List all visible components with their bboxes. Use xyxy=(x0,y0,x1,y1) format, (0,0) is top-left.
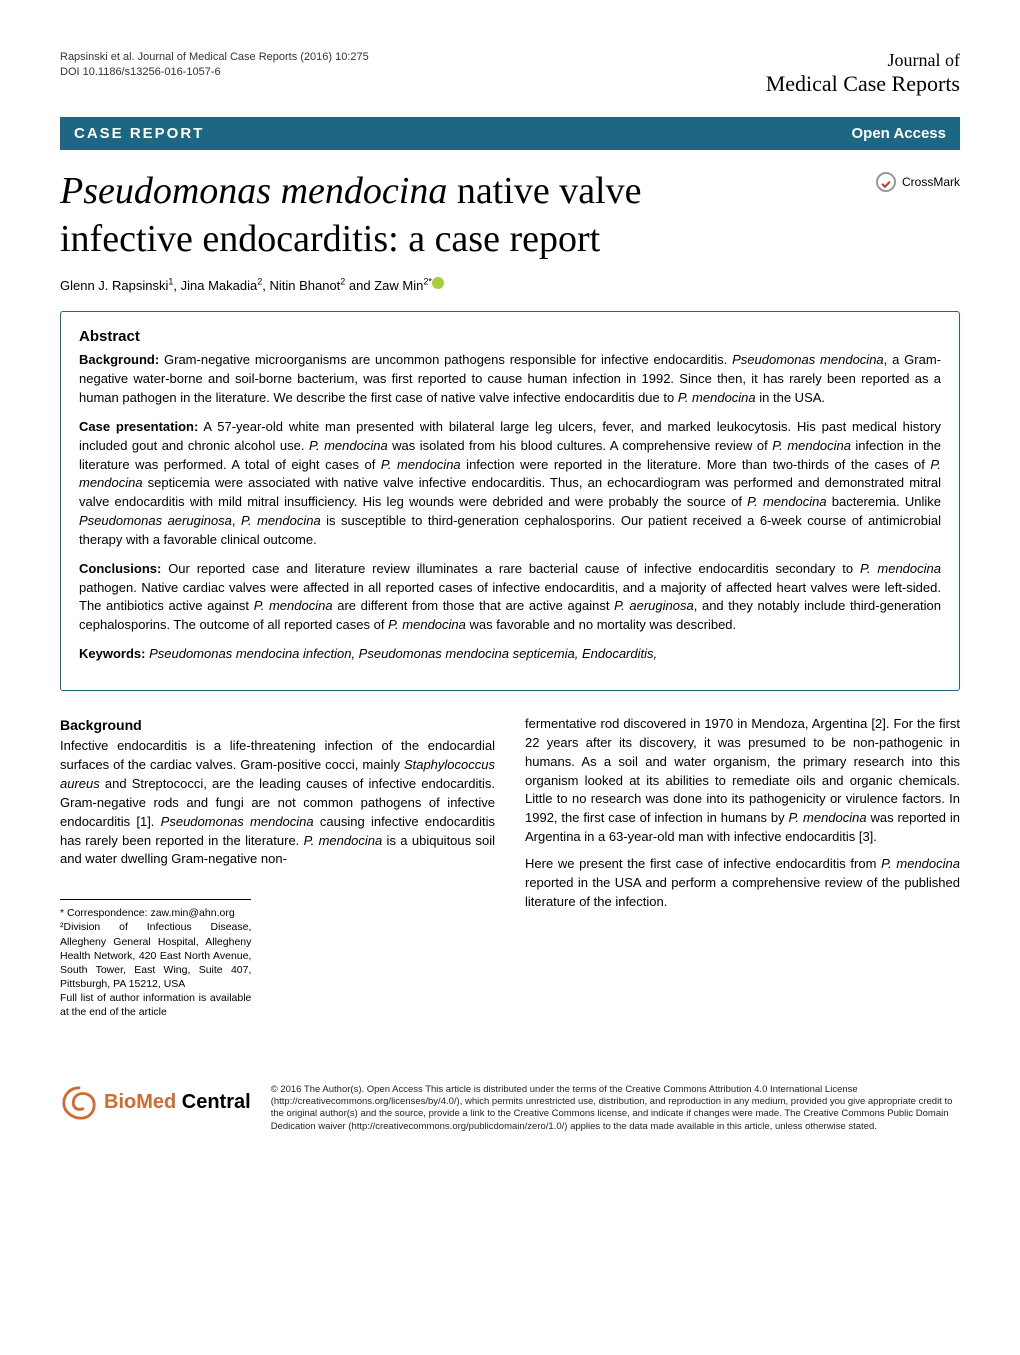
background-paragraph-1: Infective endocarditis is a life-threate… xyxy=(60,737,495,869)
background-heading: Background xyxy=(60,715,495,735)
journal-line-1: Journal of xyxy=(766,50,960,71)
page-footer: BioMed Central © 2016 The Author(s). Ope… xyxy=(0,1084,1020,1163)
citation-block: Rapsinski et al. Journal of Medical Case… xyxy=(60,50,369,81)
author-list: Glenn J. Rapsinski1, Jina Makadia2, Niti… xyxy=(60,277,960,293)
crossmark-label: CrossMark xyxy=(902,175,960,189)
body-columns: Background Infective endocarditis is a l… xyxy=(60,715,960,1020)
crossmark-badge[interactable]: CrossMark xyxy=(876,172,960,192)
journal-line-2: Medical Case Reports xyxy=(766,71,960,97)
title-italic: Pseudomonas mendocina xyxy=(60,170,447,212)
background-paragraph-2: fermentative rod discovered in 1970 in M… xyxy=(525,715,960,847)
article-type-banner: CASE REPORT Open Access xyxy=(60,117,960,150)
abstract-conclusions: Conclusions: Our reported case and liter… xyxy=(79,560,941,635)
abstract-case-presentation: Case presentation: A 57-year-old white m… xyxy=(79,418,941,550)
abstract-keywords: Keywords: Pseudomonas mendocina infectio… xyxy=(79,645,941,664)
bmc-text-bio: BioMed xyxy=(104,1091,176,1113)
bmc-text-central: Central xyxy=(176,1091,250,1113)
doi-text: DOI 10.1186/s13256-016-1057-6 xyxy=(60,65,369,80)
orcid-icon[interactable] xyxy=(432,277,444,289)
journal-logo: Journal of Medical Case Reports xyxy=(766,50,960,97)
abstract-box: Abstract Background: Gram-negative micro… xyxy=(60,311,960,691)
crossmark-icon xyxy=(876,172,896,192)
citation-text: Rapsinski et al. Journal of Medical Case… xyxy=(60,50,369,65)
correspondence-block: * Correspondence: zaw.min@ahn.org ²Divis… xyxy=(60,899,251,1019)
correspondence-affiliation: ²Division of Infectious Disease, Alleghe… xyxy=(60,920,251,991)
license-text: © 2016 The Author(s). Open Access This a… xyxy=(271,1084,960,1133)
bmc-swirl-icon xyxy=(60,1084,98,1122)
abstract-background: Background: Gram-negative microorganisms… xyxy=(79,351,941,408)
article-type-label: CASE REPORT xyxy=(74,125,204,142)
article-title: Pseudomonas mendocina native valve infec… xyxy=(60,168,780,263)
background-paragraph-3: Here we present the first case of infect… xyxy=(525,855,960,912)
correspondence-email: * Correspondence: zaw.min@ahn.org xyxy=(60,906,251,920)
abstract-heading: Abstract xyxy=(79,328,941,345)
open-access-label: Open Access xyxy=(852,125,947,142)
biomed-central-logo: BioMed Central xyxy=(60,1084,251,1122)
page-header: Rapsinski et al. Journal of Medical Case… xyxy=(60,50,960,97)
correspondence-note: Full list of author information is avail… xyxy=(60,991,251,1019)
